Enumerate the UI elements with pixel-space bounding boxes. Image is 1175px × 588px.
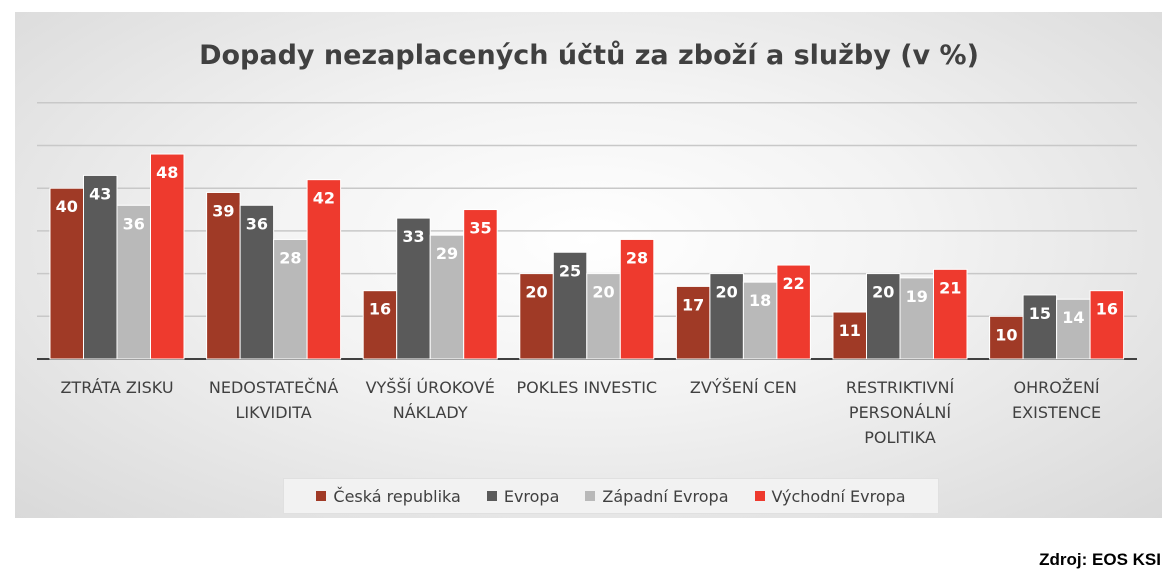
chart-panel: Dopady nezaplacených účtů za zboží a slu… bbox=[15, 12, 1162, 518]
data-label: 36 bbox=[123, 214, 145, 233]
bar bbox=[552, 251, 588, 360]
bar bbox=[116, 204, 151, 360]
legend-swatch bbox=[316, 491, 327, 501]
legend-swatch bbox=[486, 491, 497, 501]
bar bbox=[989, 315, 1024, 360]
legend-label: Západní Evropa bbox=[602, 486, 729, 506]
data-label: 48 bbox=[156, 163, 178, 182]
bar bbox=[776, 264, 811, 360]
category-label: POKLES INVESTIC bbox=[517, 378, 658, 397]
data-label: 20 bbox=[716, 283, 738, 302]
legend-item: Evropa bbox=[486, 486, 560, 506]
data-label: 43 bbox=[89, 184, 111, 203]
data-label: 11 bbox=[839, 321, 861, 340]
category-label: ZTRÁTA ZISKU bbox=[60, 378, 173, 397]
bar bbox=[675, 285, 711, 360]
bar bbox=[206, 191, 241, 360]
data-label: 10 bbox=[995, 325, 1017, 344]
bar bbox=[83, 174, 118, 360]
value-labels: 40 43 36 48 39 36 28 42 16 33 29 35 20 25 20 28 17 20 18 22… bbox=[56, 163, 1118, 344]
data-label: 20 bbox=[525, 283, 547, 302]
data-label: 28 bbox=[626, 248, 648, 267]
bar bbox=[49, 187, 84, 360]
bar bbox=[239, 204, 275, 360]
bar bbox=[273, 238, 308, 360]
data-label: 39 bbox=[212, 201, 234, 220]
data-label: 18 bbox=[749, 291, 771, 310]
bar bbox=[306, 179, 342, 360]
bar bbox=[866, 273, 901, 360]
data-label: 36 bbox=[246, 214, 268, 233]
data-label: 21 bbox=[939, 278, 961, 297]
chart-title: Dopady nezaplacených účtů za zboží a slu… bbox=[199, 40, 979, 71]
bar-chart: Dopady nezaplacených účtů za zboží a slu… bbox=[37, 40, 1137, 447]
data-label: 20 bbox=[592, 283, 614, 302]
bars bbox=[49, 153, 1125, 360]
bar bbox=[463, 209, 498, 360]
legend-item: Západní Evropa bbox=[585, 486, 729, 506]
data-label: 29 bbox=[436, 244, 458, 263]
data-label: 25 bbox=[559, 261, 581, 280]
legend: Česká republika Evropa Západní Evropa Výcho… bbox=[283, 478, 939, 514]
category-label: VYŠŠÍ ÚROKOVÉ NÁKLADY bbox=[366, 378, 495, 422]
bar bbox=[1056, 298, 1091, 360]
legend-label: Evropa bbox=[503, 486, 560, 506]
source-note: Zdroj: EOS KSI bbox=[1039, 550, 1161, 569]
bar bbox=[709, 273, 744, 360]
data-label: 15 bbox=[1029, 304, 1051, 323]
bar bbox=[832, 311, 867, 360]
data-label: 28 bbox=[279, 248, 301, 267]
data-label: 33 bbox=[402, 227, 424, 246]
legend-swatch bbox=[754, 491, 765, 501]
bar bbox=[899, 277, 934, 360]
data-label: 22 bbox=[783, 274, 805, 293]
data-label: 42 bbox=[313, 189, 335, 208]
data-label: 17 bbox=[682, 295, 704, 314]
data-label: 20 bbox=[872, 283, 894, 302]
bar bbox=[1089, 290, 1125, 360]
bar bbox=[1022, 294, 1058, 360]
bar bbox=[150, 153, 185, 360]
legend-item: Česká republika bbox=[316, 486, 461, 506]
data-label: 40 bbox=[56, 197, 78, 216]
category-label: RESTRIKTIVNÍ PERSONÁLNÍ POLITIKA bbox=[846, 378, 955, 447]
bar bbox=[586, 273, 621, 360]
bar bbox=[933, 268, 968, 360]
data-label: 16 bbox=[1096, 300, 1118, 319]
data-label: 35 bbox=[469, 219, 491, 238]
legend-swatch bbox=[585, 491, 596, 501]
category-label: OHROŽENÍ EXISTENCE bbox=[1012, 378, 1101, 422]
data-label: 19 bbox=[906, 287, 928, 306]
legend-label: Česká republika bbox=[333, 486, 461, 506]
legend-item: Východní Evropa bbox=[754, 486, 906, 506]
data-label: 16 bbox=[369, 300, 391, 319]
category-label: NEDOSTATEČNÁ LIKVIDITA bbox=[209, 378, 338, 422]
data-label: 14 bbox=[1062, 308, 1084, 327]
legend-label: Východní Evropa bbox=[771, 486, 906, 506]
bar bbox=[396, 217, 431, 360]
category-labels: ZTRÁTA ZISKU NEDOSTATEČNÁ LIKVIDITA VYŠŠÍ Ú… bbox=[60, 378, 1101, 447]
bar bbox=[619, 238, 655, 360]
category-label: ZVÝŠENÍ CEN bbox=[690, 378, 797, 397]
